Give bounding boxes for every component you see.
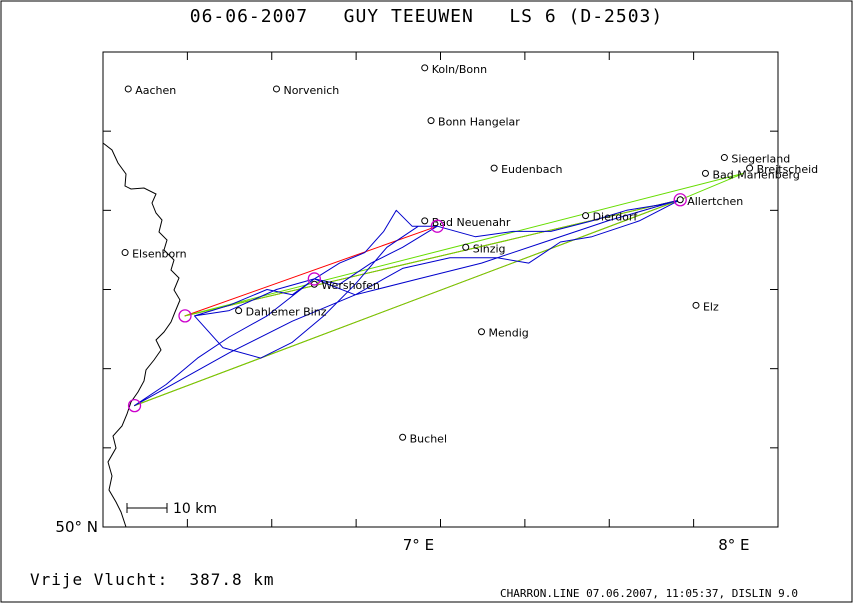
place-label: Elsenborn [132,248,187,261]
place-label: Bad Marienberg [712,168,799,181]
place-marker [121,249,129,257]
turnpoint-markers [127,193,687,413]
chart-title: 06-06-2007 GUY TEEUWEN LS 6 (D-2503) [189,6,664,27]
place-marker [490,164,498,172]
place-marker [272,85,280,93]
y-tick-label: 50° N [55,518,98,536]
place-marker [124,85,132,93]
place-marker [421,217,429,225]
place-label: Dierdorf [593,211,639,224]
place-label: Bad Neuenahr [432,216,511,229]
place-marker [462,243,470,251]
place-label: Mendig [489,327,529,340]
place-marker [701,169,709,177]
place-marker [421,64,429,72]
place-label: Allertchen [687,195,743,208]
distance-value: 387.8 km [189,570,275,589]
program-info: CHARRON.LINE 07.06.2007, 11:05:37, DISLI… [500,587,799,600]
scale-bar-label: 10 km [173,501,217,517]
place-marker [676,196,684,204]
route-lines [134,172,744,407]
place-label: Elz [703,300,719,313]
x-tick-label: 8° E [718,536,749,554]
place-label: Breitscheid [757,163,819,176]
place-label: Bonn Hangelar [438,116,520,129]
place-label: Siegerland [731,153,790,166]
border-layer [102,142,181,528]
place-label: Norvenich [283,84,339,97]
place-label: Buchel [410,432,447,445]
turnpoint-marker [178,309,192,323]
place-marker [692,301,700,309]
place-marker [427,117,435,125]
place-label: Sinzig [473,242,506,255]
place-marker [582,212,590,220]
country-border [102,142,181,528]
axis-labels: 7° E 8° E 50° N 10 km [55,501,749,554]
place-marker [399,433,407,441]
place-label: Dahlemer Binz [246,306,327,319]
distance-label: Vrije Vlucht: [30,570,169,589]
place-marker [235,307,243,315]
place-marker [746,164,754,172]
turnpoint-marker [127,398,142,413]
turnpoint-marker [673,193,687,207]
turnpoint-marker [430,219,444,233]
distance-summary: Vrije Vlucht: 387.8 km [30,570,275,589]
place-label: Eudenbach [501,163,562,176]
place-label: Wershofen [321,279,380,292]
x-tick-label: 7° E [403,536,434,554]
place-marker [720,154,728,162]
place-label: Aachen [135,84,176,97]
turnpoint-marker [307,272,321,286]
place-marker [478,328,486,336]
place-markers: Aachen Norvenich Koln/Bonn Bonn Hangelar Eud… [121,63,819,445]
place-label: Koln/Bonn [432,63,487,76]
